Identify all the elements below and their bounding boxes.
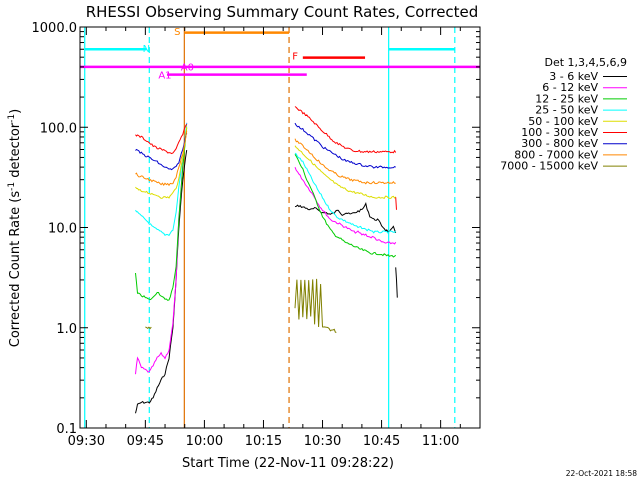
series-line: [294, 167, 397, 245]
x-tick-label: 11:00: [422, 434, 459, 449]
legend-label: 12 - 25 keV: [535, 92, 598, 105]
legend-label: 7000 - 15000 keV: [500, 160, 598, 173]
series-line: [135, 127, 188, 301]
flag-bars: N S F A0 A1: [80, 27, 480, 81]
legend-label: 25 - 50 keV: [535, 104, 598, 117]
x-tick-label: 09:45: [127, 434, 164, 449]
y-tick-label: 100.0: [40, 121, 77, 136]
series-line: [294, 278, 337, 333]
series-line: [294, 106, 397, 154]
series-line: [135, 130, 188, 187]
x-axis-label: Start Time (22-Nov-11 09:28:22): [182, 456, 394, 471]
x-tick-label: 10:45: [363, 434, 400, 449]
y-axis: 0.1 1.0 10.0 100.0 1000.0: [32, 21, 480, 437]
y-axis-label-sup2: -1: [7, 114, 17, 123]
series-line: [135, 123, 188, 237]
series-line: [294, 202, 397, 233]
y-tick-label: 1.0: [56, 322, 77, 337]
flag-label: A0: [181, 62, 194, 73]
legend-label: 6 - 12 keV: [542, 81, 598, 94]
y-axis-label-sup1: -1: [7, 182, 17, 191]
flag-label: F: [292, 51, 298, 62]
x-axis: 09:30 09:45 10:00 10:15 10:30 10:45 11:00: [68, 27, 481, 449]
series-line: [294, 154, 397, 258]
flag-vertical-lines: [84, 27, 456, 428]
series-line: [395, 197, 397, 210]
legend-label: 300 - 800 keV: [521, 137, 598, 150]
x-tick-label: 09:30: [68, 434, 105, 449]
y-axis-label-part2: detector: [8, 122, 23, 182]
legend-label: 50 - 100 keV: [528, 115, 598, 128]
footer-date: 22-Oct-2021 18:58: [566, 469, 637, 478]
y-tick-label: 10.0: [48, 222, 77, 237]
legend-title: Det 1,3,4,5,6,9: [544, 56, 627, 69]
series-group: [135, 106, 398, 414]
legend-label: 3 - 6 keV: [549, 70, 598, 83]
series-line: [294, 122, 396, 169]
y-axis-label: Corrected Count Rate (s-1 detector-1): [7, 109, 23, 347]
flag-label: N: [143, 44, 150, 55]
y-axis-label-part1: Corrected Count Rate (s: [8, 191, 23, 348]
x-tick-label: 10:30: [304, 434, 341, 449]
flag-label: S: [174, 27, 180, 38]
legend-label: 800 - 7000 keV: [514, 148, 598, 161]
x-tick-label: 10:00: [186, 434, 223, 449]
legend-label: 100 - 300 keV: [521, 126, 598, 139]
series-line: [294, 138, 396, 185]
series-line: [294, 145, 397, 200]
x-tick-label: 10:15: [245, 434, 282, 449]
series-line: [145, 326, 152, 330]
y-axis-label-part3: ): [8, 109, 23, 114]
series-line: [135, 132, 188, 171]
series-line: [395, 267, 398, 298]
flag-label: A1: [158, 70, 171, 81]
chart-title: RHESSI Observing Summary Count Rates, Co…: [86, 3, 479, 21]
y-tick-label: 0.1: [56, 422, 77, 437]
series-line: [294, 152, 397, 235]
y-tick-label: 1000.0: [32, 21, 78, 36]
series-line: [135, 123, 188, 155]
series-line: [135, 126, 188, 199]
